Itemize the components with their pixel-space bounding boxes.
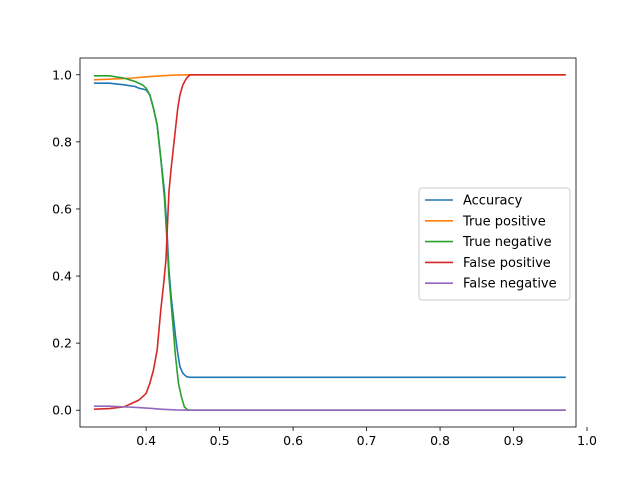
y-tick-label: 0.8 [52, 134, 72, 149]
plot-area [93, 73, 566, 412]
y-tick-label: 0.2 [52, 336, 72, 351]
x-tick-label: 0.7 [357, 433, 377, 448]
x-tick-label: 0.9 [504, 433, 524, 448]
series-line-false-positive [93, 73, 566, 411]
axes-frame [79, 57, 577, 428]
y-tick-label: 0.6 [52, 201, 72, 216]
series-line-false-negative [93, 405, 566, 412]
x-tick-label: 1.0 [577, 433, 597, 448]
legend-label-false-positive: False positive [463, 256, 551, 271]
legend-label-true-positive: True positive [462, 214, 546, 229]
legend-label-true-negative: True negative [462, 235, 552, 250]
y-tick-label: 0.0 [52, 403, 72, 418]
axes: 0.4 0.5 0.6 0.7 0.8 0.9 1.0 0.0 0.2 0.4 0.6 0.8 1.0 [52, 57, 597, 448]
series-line-accuracy [93, 82, 566, 379]
legend-label-false-negative: False negative [463, 277, 557, 292]
legend-frame [418, 187, 571, 301]
legend-label-accuracy: Accuracy [463, 194, 523, 209]
x-tick-label: 0.6 [283, 433, 303, 448]
legend: Accuracy True positive True negative False … [418, 187, 571, 301]
x-tick-label: 0.8 [430, 433, 450, 448]
y-tick-label: 1.0 [52, 67, 72, 82]
y-tick-label: 0.4 [52, 269, 72, 284]
x-tick-label: 0.4 [136, 433, 156, 448]
x-tick-label: 0.5 [210, 433, 230, 448]
